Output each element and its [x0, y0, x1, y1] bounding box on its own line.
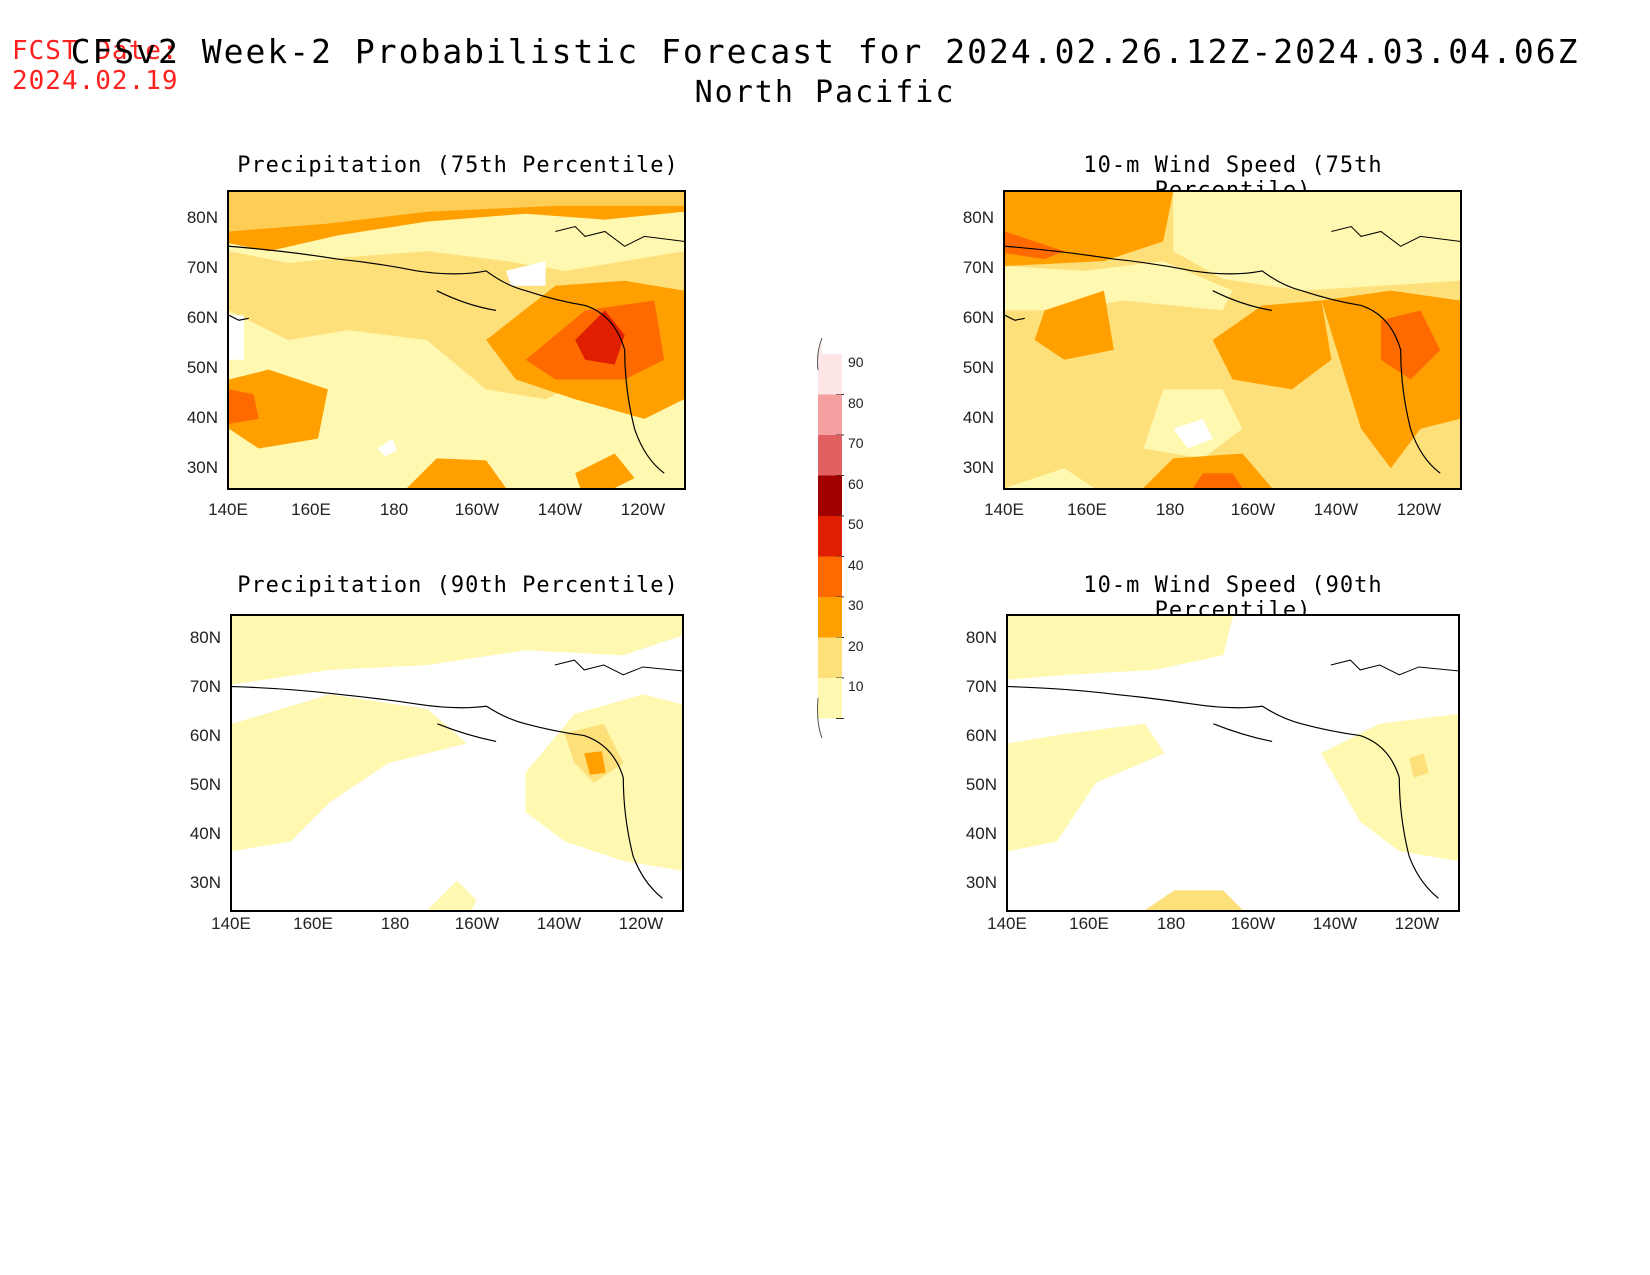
lon-tick-160e-p1: 160E — [291, 500, 331, 519]
forecast-date: FCST Date: 2024.02.19 — [12, 36, 179, 96]
forecast-date-label: FCST Date: — [12, 36, 179, 66]
lon-tick-140e-p4: 140E — [987, 914, 1027, 933]
forecast-date-value: 2024.02.19 — [12, 66, 179, 96]
map-precip-75-field — [229, 192, 684, 488]
lon-tick-140w-p2: 140W — [1313, 500, 1359, 519]
lon-tick-160w-p4: 160W — [1230, 914, 1276, 933]
lat-tick-30n-p4: 30N — [965, 873, 997, 892]
lat-tick-30n-p3: 30N — [189, 873, 221, 892]
lat-tick-60n-p1: 60N — [186, 308, 218, 327]
lon-tick-160w-p1: 160W — [454, 500, 500, 519]
colorbar-label: 50 — [848, 516, 864, 533]
colorbar-label: 60 — [848, 475, 864, 492]
lon-tick-140e-p1: 140E — [208, 500, 248, 519]
lon-tick-120w-p3: 120W — [618, 914, 664, 933]
lat-tick-60n-p2: 60N — [962, 308, 994, 327]
colorbar-label: 30 — [848, 597, 864, 614]
lon-tick-180-p4: 180 — [1156, 914, 1186, 933]
lon-tick-180-p3: 180 — [380, 914, 410, 933]
colorbar-graphic — [817, 337, 844, 739]
title-line-1: CFSv2 Week-2 Probabilistic Forecast for … — [70, 32, 1580, 71]
colorbar-swatch — [818, 597, 842, 638]
panel-title-precip-90: Precipitation (90th Percentile) — [237, 573, 679, 598]
colorbar-label: 90 — [848, 354, 864, 371]
page-title: CFSv2 Week-2 Probabilistic Forecast for … — [0, 32, 1650, 110]
lon-tick-140w-p1: 140W — [537, 500, 583, 519]
colorbar-swatch — [818, 678, 842, 719]
map-wind-75 — [1003, 190, 1462, 490]
colorbar-label: 70 — [848, 435, 864, 452]
map-precip-90 — [230, 614, 684, 912]
lon-tick-120w-p1: 120W — [620, 500, 666, 519]
colorbar-swatch — [818, 637, 842, 678]
lat-tick-70n-p1: 70N — [186, 258, 218, 277]
panel-title-wind-90: 10-m Wind Speed (90th Percentile) — [1083, 573, 1383, 623]
colorbar-swatch — [818, 354, 842, 395]
lat-tick-50n-p2: 50N — [962, 358, 994, 377]
lat-tick-70n-p3: 70N — [189, 677, 221, 696]
colorbar-label: 80 — [848, 394, 864, 411]
colorbar: 90 80 70 60 50 40 30 20 10 — [812, 337, 872, 739]
lat-tick-80n-p4: 80N — [965, 628, 997, 647]
panel-title-precip-75: Precipitation (75th Percentile) — [237, 153, 679, 178]
map-precip-75 — [227, 190, 686, 490]
lat-tick-50n-p4: 50N — [965, 775, 997, 794]
title-line-2: North Pacific — [694, 75, 956, 110]
lat-tick-40n-p1: 40N — [186, 408, 218, 427]
lon-tick-160w-p2: 160W — [1230, 500, 1276, 519]
lat-tick-50n-p1: 50N — [186, 358, 218, 377]
map-precip-90-field — [232, 616, 682, 910]
colorbar-label: 40 — [848, 556, 864, 573]
lat-tick-30n-p2: 30N — [962, 458, 994, 477]
lat-tick-40n-p2: 40N — [962, 408, 994, 427]
colorbar-swatch — [818, 556, 842, 597]
lon-tick-120w-p2: 120W — [1396, 500, 1442, 519]
lon-tick-140e-p3: 140E — [211, 914, 251, 933]
lat-tick-40n-p4: 40N — [965, 824, 997, 843]
lon-tick-160e-p2: 160E — [1067, 500, 1107, 519]
lat-tick-60n-p4: 60N — [965, 726, 997, 745]
colorbar-swatch — [818, 475, 842, 516]
map-wind-90 — [1006, 614, 1460, 912]
map-wind-75-field — [1005, 192, 1460, 488]
colorbar-swatch — [818, 435, 842, 476]
lat-tick-70n-p2: 70N — [962, 258, 994, 277]
lat-tick-80n-p1: 80N — [186, 208, 218, 227]
lat-tick-30n-p1: 30N — [186, 458, 218, 477]
lon-tick-120w-p4: 120W — [1394, 914, 1440, 933]
lat-tick-40n-p3: 40N — [189, 824, 221, 843]
lon-tick-180-p2: 180 — [1155, 500, 1185, 519]
lon-tick-160e-p4: 160E — [1069, 914, 1109, 933]
lon-tick-140w-p4: 140W — [1312, 914, 1358, 933]
lat-tick-50n-p3: 50N — [189, 775, 221, 794]
lon-tick-160w-p3: 160W — [454, 914, 500, 933]
lon-tick-180-p1: 180 — [379, 500, 409, 519]
lon-tick-140w-p3: 140W — [536, 914, 582, 933]
colorbar-label: 20 — [848, 637, 864, 654]
colorbar-swatch — [818, 394, 842, 435]
lat-tick-80n-p2: 80N — [962, 208, 994, 227]
colorbar-label: 10 — [848, 678, 864, 695]
map-wind-90-field — [1008, 616, 1458, 910]
colorbar-swatch — [818, 516, 842, 557]
lon-tick-160e-p3: 160E — [293, 914, 333, 933]
lat-tick-70n-p4: 70N — [965, 677, 997, 696]
lon-tick-140e-p2: 140E — [984, 500, 1024, 519]
lat-tick-80n-p3: 80N — [189, 628, 221, 647]
lat-tick-60n-p3: 60N — [189, 726, 221, 745]
